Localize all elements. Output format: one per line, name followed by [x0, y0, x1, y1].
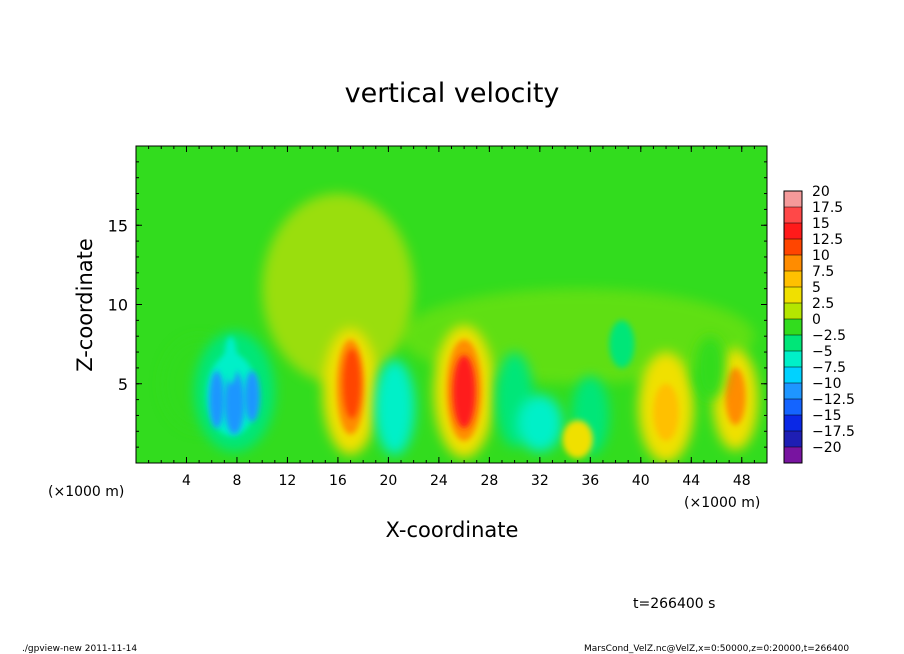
colorbar-swatch: [784, 367, 802, 384]
heatmap-cell: [374, 359, 415, 456]
x-tick-label: 48: [733, 473, 751, 489]
y-tick-label: 15: [108, 216, 128, 235]
y-tick-label: 5: [118, 375, 128, 394]
colorbar-label: −5: [812, 344, 833, 360]
colorbar-label: 5: [812, 280, 821, 296]
colorbar-swatch: [784, 207, 802, 224]
colorbar-label: 10: [812, 248, 830, 264]
heatmap-field: [136, 146, 767, 463]
colorbar-swatch: [784, 271, 802, 288]
heatmap-cell: [517, 394, 563, 452]
heatmap-cell: [725, 367, 746, 425]
colorbar-label: 0: [812, 312, 821, 328]
heatmap-cell: [452, 355, 476, 429]
colorbar-swatch: [784, 383, 802, 400]
footer-left: ./gpview-new 2011-11-14: [22, 644, 137, 654]
colorbar-swatch: [784, 335, 802, 352]
colorbar: 2017.51512.5107.552.50−2.5−5−7.5−10−12.5…: [783, 184, 855, 464]
colorbar-swatch: [784, 287, 802, 304]
heatmap-blobs: [161, 193, 759, 463]
heatmap-cell: [244, 371, 260, 422]
colorbar-label: 17.5: [812, 200, 843, 216]
x-unit-right: (×1000 m): [684, 495, 760, 511]
colorbar-swatch: [784, 239, 802, 256]
heatmap-cell: [209, 371, 225, 429]
time-label: t=266400 s: [633, 596, 715, 612]
x-tick-label: 24: [430, 473, 448, 489]
x-tick-label: 40: [632, 473, 650, 489]
colorbar-label: −15: [812, 408, 842, 424]
colorbar-label: 15: [812, 216, 830, 232]
colorbar-label: 12.5: [812, 232, 843, 248]
colorbar-label: −10: [812, 376, 842, 392]
colorbar-swatch: [784, 431, 802, 448]
colorbar-swatch: [784, 191, 802, 208]
colorbar-label: −12.5: [812, 392, 855, 408]
colorbar-label: −20: [812, 440, 842, 456]
x-tick-label: 16: [329, 473, 347, 489]
colorbar-label: −7.5: [812, 360, 846, 376]
colorbar-label: 2.5: [812, 296, 834, 312]
x-tick-label: 8: [232, 473, 241, 489]
x-tick-label: 28: [480, 473, 498, 489]
x-axis: 4 8 12 16 20 24 28 32 36 40 44 48: [135, 146, 768, 489]
heatmap-cell: [653, 383, 679, 441]
colorbar-label: −2.5: [812, 328, 846, 344]
colorbar-swatch: [784, 447, 802, 464]
colorbar-swatch: [784, 415, 802, 432]
colorbar-swatch: [784, 223, 802, 240]
y-axis-label: Z-coordinate: [73, 238, 97, 372]
y-axis: 5 10 15: [108, 145, 767, 464]
colorbar-label: −17.5: [812, 424, 855, 440]
heatmap-cell: [562, 420, 593, 459]
heatmap-cell: [609, 320, 635, 368]
chart-title: vertical velocity: [345, 78, 560, 109]
x-tick-label: 32: [531, 473, 549, 489]
x-tick-label: 44: [682, 473, 700, 489]
colorbar-swatch: [784, 255, 802, 272]
y-tick-label: 10: [108, 296, 128, 315]
heatmap-cell: [342, 348, 361, 419]
heatmap-cell: [695, 336, 726, 400]
x-unit-left: (×1000 m): [48, 484, 124, 500]
colorbar-swatch: [784, 351, 802, 368]
heatmap-cell: [262, 193, 414, 384]
heatmap-cell: [224, 336, 237, 384]
x-tick-label: 36: [581, 473, 599, 489]
x-tick-label: 4: [182, 473, 191, 489]
colorbar-label: 7.5: [812, 264, 834, 280]
colorbar-swatch: [784, 319, 802, 336]
colorbar-swatch: [784, 399, 802, 416]
heatmap-cell: [224, 371, 245, 435]
footer-right: MarsCond_VelZ.nc@VelZ,x=0:50000,z=0:2000…: [584, 644, 849, 654]
x-tick-label: 20: [379, 473, 397, 489]
x-axis-label: X-coordinate: [386, 518, 519, 542]
colorbar-label: 20: [812, 184, 830, 200]
x-tick-label: 12: [279, 473, 297, 489]
colorbar-swatch: [784, 303, 802, 320]
